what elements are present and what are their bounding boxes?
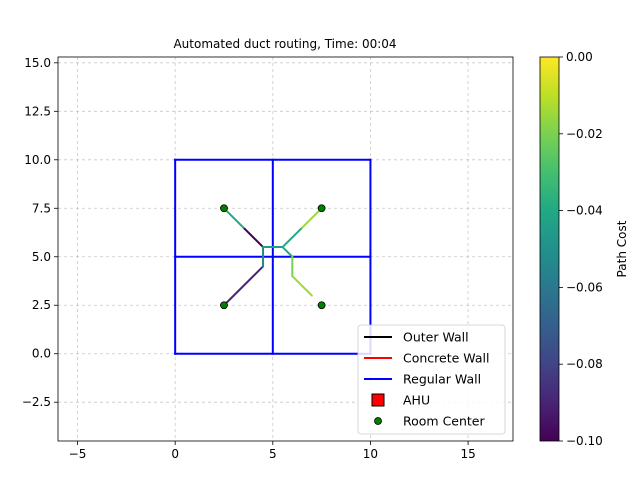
duct-paths — [222, 207, 323, 307]
y-tick-label: −2.5 — [22, 395, 51, 409]
duct-path-segment — [222, 207, 245, 229]
y-tick-label: 10.0 — [24, 153, 51, 167]
walls — [174, 158, 372, 355]
duct-path-segment — [301, 207, 323, 229]
room-center-marker — [220, 301, 228, 310]
legend-box — [357, 324, 506, 435]
colorbar-label: Path Cost — [615, 220, 629, 277]
legend-outer-wall-label: Outer Wall — [403, 330, 469, 345]
room-center-marker — [220, 204, 228, 213]
duct-path-segment — [281, 226, 304, 249]
legend-concrete-wall-label: Concrete Wall — [403, 351, 489, 366]
x-axis: −5 0 5 10 15 — [69, 441, 476, 461]
y-tick-label: 0.0 — [32, 347, 51, 361]
y-tick-label: 12.5 — [24, 104, 51, 118]
room-center-marker — [317, 204, 326, 213]
room-center-marker — [317, 301, 326, 310]
y-tick-label: 15.0 — [24, 56, 51, 70]
colorbar-ticks: 0.00 −0.02 −0.04 −0.06 −0.08 −0.10 — [559, 50, 603, 448]
x-tick-label: 10 — [363, 447, 378, 461]
y-tick-label: 7.5 — [32, 201, 51, 215]
duct-path-segment — [222, 265, 265, 307]
legend-regular-wall-label: Regular Wall — [403, 372, 481, 387]
legend-ahu-label: AHU — [403, 393, 430, 408]
x-tick-label: 0 — [171, 447, 179, 461]
duct-path-segment — [281, 246, 294, 258]
x-tick-label: 15 — [460, 447, 475, 461]
y-tick-label: 5.0 — [32, 250, 51, 264]
duct-path-segment — [242, 226, 265, 249]
chart-title: Automated duct routing, Time: 00:04 — [173, 37, 396, 51]
colorbar-tick-label: −0.02 — [566, 127, 603, 141]
x-tick-label: 5 — [269, 447, 277, 461]
colorbar-tick-label: 0.00 — [566, 50, 593, 64]
legend-room-center-label: Room Center — [403, 414, 486, 429]
legend: Outer Wall Concrete Wall Regular Wall AH… — [357, 324, 506, 435]
legend-ahu-swatch — [371, 393, 385, 407]
plot-frame — [57, 56, 514, 442]
colorbar-tick-label: −0.08 — [566, 357, 603, 371]
legend-room-center-swatch — [374, 417, 382, 425]
duct-path-segment — [291, 275, 313, 297]
colorbar-tick-label: −0.06 — [566, 280, 603, 294]
x-tick-label: −5 — [69, 447, 87, 461]
colorbar-gradient — [539, 56, 560, 442]
y-axis: −2.5 0.0 2.5 5.0 7.5 10.0 12.5 15.0 — [22, 56, 58, 409]
colorbar: 0.00 −0.02 −0.04 −0.06 −0.08 −0.10 Path Cost — [539, 50, 629, 448]
colorbar-tick-label: −0.04 — [566, 204, 603, 218]
room-centers — [220, 204, 326, 310]
y-tick-label: 2.5 — [32, 298, 51, 312]
colorbar-tick-label: −0.10 — [566, 434, 603, 448]
